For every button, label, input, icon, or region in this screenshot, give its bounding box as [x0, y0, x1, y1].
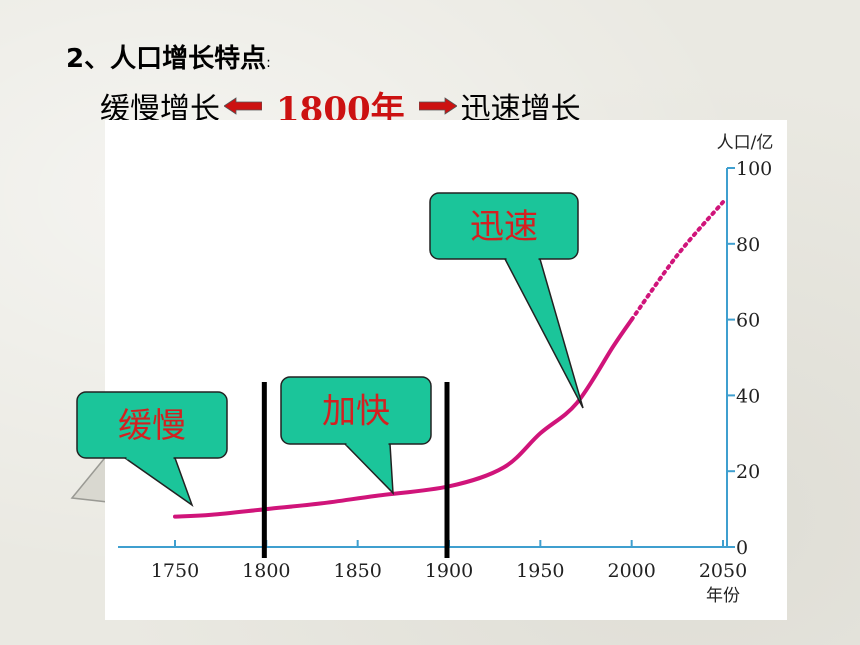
callout-label-rapid: 迅速 [470, 207, 538, 247]
callout-tail-slow [122, 457, 194, 507]
x-axis-title: 年份 [706, 586, 740, 606]
y-tick-label-60: 60 [736, 310, 760, 332]
x-tick-label-1800: 1800 [242, 560, 290, 582]
y-tick-label-20: 20 [736, 461, 760, 483]
callout-tail-faster [343, 443, 394, 495]
heading-text: 、人口增长特点 [84, 44, 267, 74]
y-tick-label-0: 0 [736, 537, 748, 559]
callout-box-rapid [429, 192, 579, 260]
callout-tail-rapid [503, 258, 584, 409]
y-tick-label-40: 40 [736, 385, 760, 407]
y-tick-label-80: 80 [736, 234, 760, 256]
y-tick-label-100: 100 [736, 158, 772, 180]
population-line-dotted [629, 200, 725, 322]
section-heading: 2、人口增长特点: [66, 38, 271, 75]
x-tick-label-1850: 1850 [333, 560, 381, 582]
left-arrow-icon [224, 97, 262, 115]
x-tick-label-1750: 1750 [151, 560, 199, 582]
heading-colon: : [266, 55, 271, 71]
x-tick-label-1900: 1900 [425, 560, 473, 582]
y-axis-title: 人口/亿 [717, 133, 774, 153]
x-tick-label-2000: 2000 [607, 560, 655, 582]
x-tick-label-1950: 1950 [516, 560, 564, 582]
callout-label-faster: 加快 [322, 392, 390, 432]
callout-slow: 缓慢 [76, 391, 228, 507]
right-arrow-icon [418, 97, 457, 115]
x-tick-label-2050: 2050 [699, 560, 747, 582]
callout-rapid: 迅速 [429, 192, 584, 409]
callout-faster: 加快 [280, 376, 432, 495]
heading-number: 2 [66, 44, 85, 74]
callout-label-slow: 缓慢 [118, 406, 186, 446]
